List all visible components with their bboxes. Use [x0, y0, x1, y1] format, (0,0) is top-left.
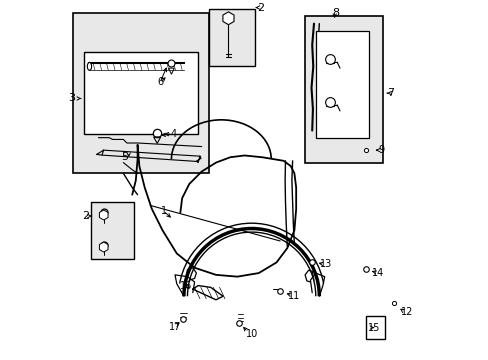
- Text: 1: 1: [161, 206, 167, 216]
- Bar: [315, 31, 368, 138]
- Bar: [91, 202, 134, 259]
- Text: 7: 7: [386, 88, 393, 98]
- Text: 12: 12: [400, 307, 412, 317]
- Text: 4: 4: [170, 129, 176, 139]
- Text: 17: 17: [168, 321, 181, 332]
- Text: 8: 8: [331, 8, 338, 18]
- Text: 2: 2: [257, 3, 264, 13]
- Text: 6: 6: [157, 77, 163, 87]
- Text: 15: 15: [367, 323, 380, 333]
- Bar: [84, 52, 198, 134]
- Text: 3: 3: [68, 94, 75, 103]
- Text: 2: 2: [82, 211, 89, 221]
- Ellipse shape: [87, 62, 91, 70]
- Bar: [305, 17, 383, 163]
- Text: 14: 14: [371, 268, 384, 278]
- Bar: [208, 9, 255, 66]
- Text: 13: 13: [320, 259, 332, 269]
- Text: 11: 11: [288, 291, 300, 301]
- Text: 9: 9: [378, 145, 384, 155]
- Bar: [73, 13, 208, 173]
- Text: 5: 5: [122, 152, 128, 162]
- Bar: [365, 316, 385, 339]
- Text: 16: 16: [179, 280, 191, 291]
- Text: 10: 10: [245, 329, 257, 339]
